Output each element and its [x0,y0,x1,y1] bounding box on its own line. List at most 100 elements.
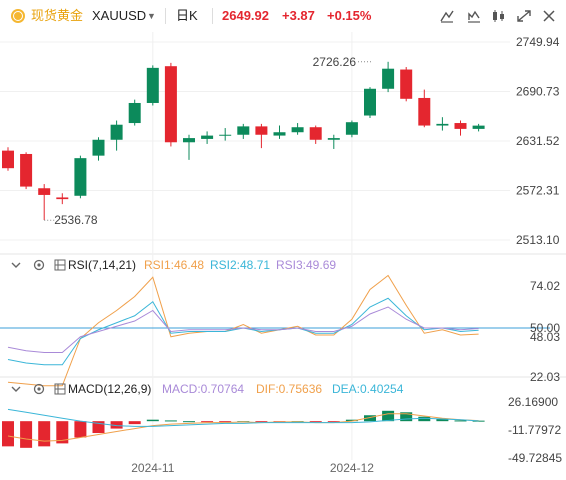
macd-histogram-bar [92,421,105,434]
macd-histogram-bar [327,421,340,423]
rsi-legend: RSI(7,14,21) RSI1:46.48 RSI2:48.71 RSI3:… [0,257,566,273]
symbol-dropdown-icon[interactable]: ▼ [147,11,156,21]
candle-body [201,135,214,139]
rsi-axis-tick: 50.00 [530,321,560,335]
dif-value: DIF:0.75636 [256,382,323,396]
rsi-params: RSI(7,14,21) [68,258,137,272]
candle-body [436,123,449,126]
close-icon[interactable] [540,8,558,24]
candle-body [20,153,33,187]
macd-axis-tick: -11.77972 [508,423,561,437]
candle-body [327,138,340,140]
macd-histogram-bar [110,421,123,429]
symbol-name: 现货黄金 [31,8,84,23]
macd-histogram-bar [2,421,14,447]
candle-body [164,66,177,143]
rsi-line-rsi1 [7,274,479,387]
candle-body [146,67,159,103]
macd-histogram-bar [345,419,358,422]
indicator-settings-icon[interactable] [465,8,483,24]
candle-body [400,69,413,99]
candle-body [273,132,286,136]
candle-body [309,127,322,140]
settings-gear-icon[interactable] [33,259,45,271]
candle-body [364,88,376,116]
toolbar-divider [165,8,166,24]
macd-histogram-bar [164,420,177,422]
toolbar-divider [212,8,213,24]
candle-body [255,126,268,135]
macd-histogram-bar [418,416,431,422]
rsi-line-rsi3 [7,306,479,353]
chart-style-icon[interactable] [490,8,508,24]
period-selector[interactable]: 日K [176,8,198,23]
price-axis-tick: 2749.94 [516,35,560,49]
candle-body [183,138,195,143]
macd-histogram-bar [472,420,485,422]
last-price: 2649.92 [222,8,269,23]
indicator-menu-icon[interactable] [54,259,66,271]
rsi1-value: RSI1:46.48 [144,258,205,272]
macd-histogram-bar [219,421,232,423]
dea-value: DEA:0.40254 [332,382,404,396]
macd-histogram-bar [38,421,51,447]
rsi-axis-tick: 48.03 [530,330,560,344]
fullscreen-icon[interactable] [515,8,533,24]
macd-histogram-bar [20,421,33,448]
gold-coin-icon [11,9,25,23]
macd-histogram-bar [128,421,141,425]
price-axis-tick: 2631.52 [516,134,560,148]
chart-canvas[interactable]: 2726.26 2536.78 2749.94 2690.73 2631.52 2572… [0,32,566,480]
macd-line-dif [7,413,479,442]
macd-params: MACD(12,26,9) [68,382,152,396]
candle-body [92,139,105,156]
collapse-icon[interactable] [10,259,22,271]
macd-axis-tick: 26.16900 [508,395,558,409]
macd-histogram-bar [364,415,376,422]
high-annotation: 2726.26 [313,55,357,69]
candle-body [74,158,87,196]
price-change-pct: +0.15% [327,8,372,23]
candle-body [345,122,358,135]
candle-body [237,126,250,135]
macd-histogram-bar [436,418,449,422]
macd-histogram-bar [56,421,69,444]
macd-histogram-bar [400,412,413,422]
price-change: +3.87 [282,8,315,23]
macd-histogram-bar [454,420,467,422]
candle-body [382,68,395,89]
rsi2-value: RSI2:48.71 [210,258,271,272]
chart-toolbar: 现货黄金 XAUUSD ▼ 日K 2649.92 +3.87 +0.15% [0,0,566,32]
collapse-icon[interactable] [10,383,22,395]
candle-body [110,124,123,140]
rsi-axis-tick: 22.03 [530,370,560,384]
drawing-tool-icon[interactable] [438,8,456,24]
candle-body [418,97,431,126]
x-axis-tick: 2024-12 [330,461,374,475]
symbol-code[interactable]: XAUUSD [92,8,147,23]
candle-body [454,123,467,129]
candle-body [219,134,232,136]
rsi-axis-tick: 74.02 [530,279,560,293]
rsi3-value: RSI3:49.69 [276,258,337,272]
macd-histogram-bar [309,421,322,423]
candle-body [56,197,69,200]
settings-gear-icon[interactable] [33,383,45,395]
candle-body [38,188,51,195]
macd-histogram-bar [255,421,268,423]
macd-histogram-bar [146,419,159,422]
macd-legend: MACD(12,26,9) MACD:0.70764 DIF:0.75636 D… [0,381,566,397]
macd-line-dea [7,408,479,427]
candle-body [128,102,141,124]
x-axis-tick: 2024-11 [131,461,174,475]
candle-body [2,150,14,169]
price-axis-tick: 2513.10 [516,233,560,247]
indicator-menu-icon[interactable] [54,383,66,395]
price-axis-tick: 2572.31 [516,184,560,198]
macd-value: MACD:0.70764 [162,382,245,396]
macd-histogram-bar [201,421,214,423]
low-annotation: 2536.78 [54,213,98,227]
candle-body [291,127,304,133]
macd-histogram-bar [183,421,195,423]
candle-body [472,125,485,129]
